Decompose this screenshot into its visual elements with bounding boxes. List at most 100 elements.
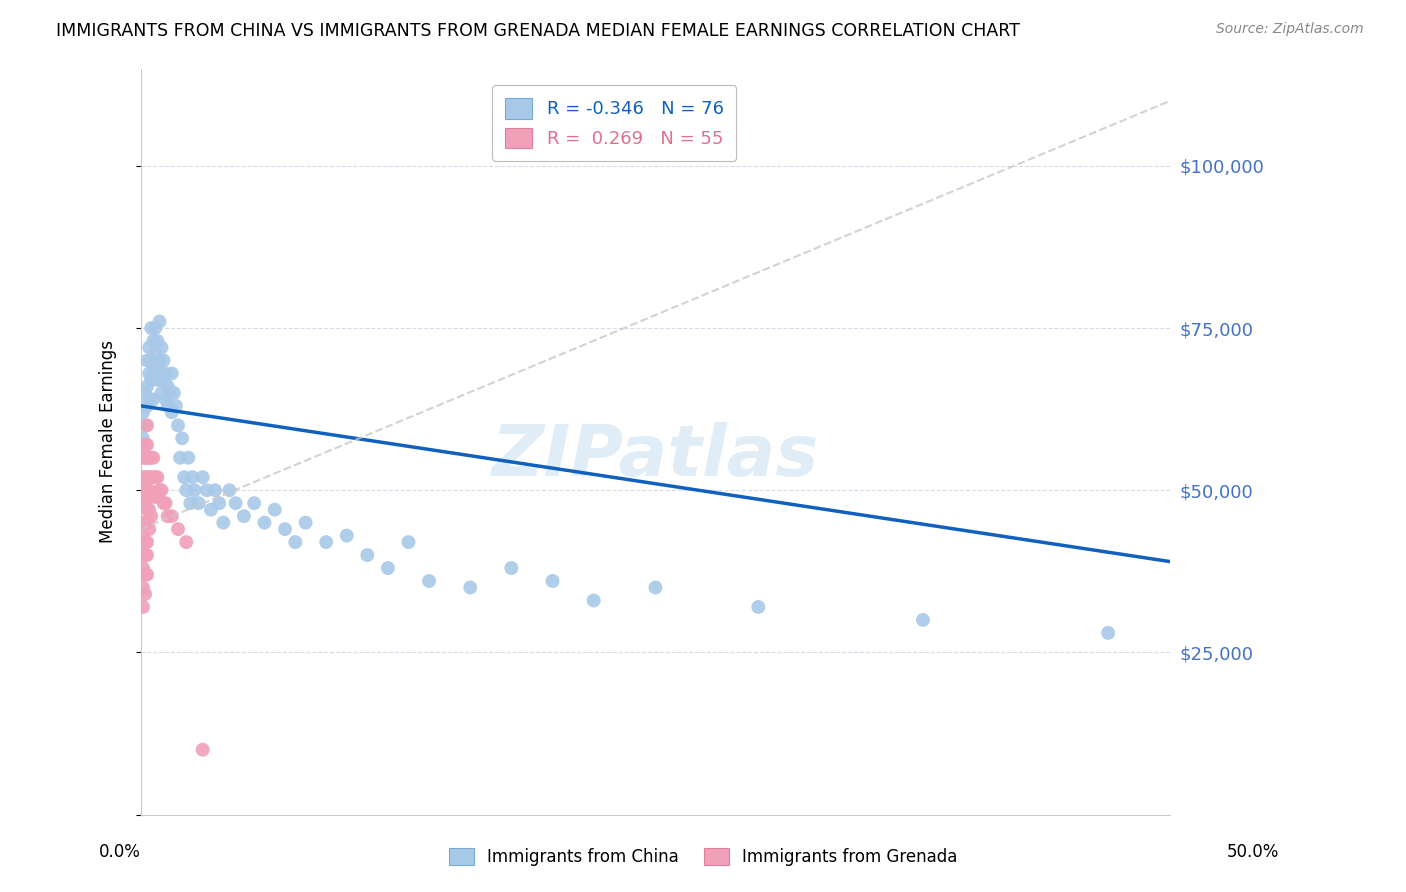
Point xyxy=(136,470,159,484)
Point xyxy=(160,367,183,381)
Point xyxy=(136,567,159,582)
Point xyxy=(232,509,254,524)
Point xyxy=(1097,626,1119,640)
Point xyxy=(152,353,174,368)
Point xyxy=(191,470,214,484)
Point xyxy=(274,522,297,536)
Point xyxy=(132,581,155,595)
Point xyxy=(132,561,155,575)
Point xyxy=(142,392,165,407)
Point xyxy=(582,593,605,607)
Point xyxy=(138,341,160,355)
Point xyxy=(212,516,235,530)
Point xyxy=(187,496,209,510)
Point xyxy=(150,341,173,355)
Text: IMMIGRANTS FROM CHINA VS IMMIGRANTS FROM GRENADA MEDIAN FEMALE EARNINGS CORRELAT: IMMIGRANTS FROM CHINA VS IMMIGRANTS FROM… xyxy=(56,22,1021,40)
Point xyxy=(146,470,169,484)
Point xyxy=(458,581,481,595)
Point xyxy=(150,483,173,498)
Point xyxy=(315,535,337,549)
Point xyxy=(208,496,231,510)
Point xyxy=(145,347,167,361)
Point xyxy=(142,470,165,484)
Y-axis label: Median Female Earnings: Median Female Earnings xyxy=(100,340,117,543)
Point xyxy=(134,567,156,582)
Point xyxy=(172,431,194,445)
Point xyxy=(134,496,156,510)
Point xyxy=(160,405,183,419)
Point xyxy=(134,535,156,549)
Point xyxy=(145,321,167,335)
Point xyxy=(132,516,155,530)
Point xyxy=(138,502,160,516)
Point xyxy=(132,548,155,562)
Point xyxy=(134,587,156,601)
Point xyxy=(141,373,163,387)
Point xyxy=(138,367,160,381)
Point xyxy=(155,496,177,510)
Point xyxy=(136,418,159,433)
Point xyxy=(174,535,197,549)
Point xyxy=(138,470,160,484)
Point xyxy=(134,483,156,498)
Point xyxy=(132,599,155,614)
Point xyxy=(152,373,174,387)
Point xyxy=(132,528,155,542)
Point xyxy=(179,496,201,510)
Legend: Immigrants from China, Immigrants from Grenada: Immigrants from China, Immigrants from G… xyxy=(440,840,966,875)
Point xyxy=(167,522,190,536)
Point xyxy=(134,548,156,562)
Point xyxy=(141,321,163,335)
Legend: R = -0.346   N = 76, R =  0.269   N = 55: R = -0.346 N = 76, R = 0.269 N = 55 xyxy=(492,85,737,161)
Point xyxy=(141,509,163,524)
Point xyxy=(145,470,167,484)
Point xyxy=(263,502,285,516)
Point xyxy=(356,548,378,562)
Point xyxy=(155,392,177,407)
Point xyxy=(136,548,159,562)
Point xyxy=(177,450,200,465)
Point xyxy=(145,359,167,374)
Point xyxy=(156,379,179,393)
Point xyxy=(169,450,191,465)
Point xyxy=(336,528,359,542)
Point xyxy=(243,496,266,510)
Point xyxy=(136,399,159,413)
Point xyxy=(142,367,165,381)
Point xyxy=(159,385,181,400)
Point xyxy=(136,450,159,465)
Point xyxy=(141,353,163,368)
Point xyxy=(132,496,155,510)
Point xyxy=(150,367,173,381)
Point xyxy=(200,502,222,516)
Point xyxy=(145,490,167,504)
Text: 0.0%: 0.0% xyxy=(98,843,141,861)
Point xyxy=(204,483,226,498)
Point xyxy=(138,392,160,407)
Point xyxy=(148,314,170,328)
Point xyxy=(152,496,174,510)
Point xyxy=(136,438,159,452)
Point xyxy=(253,516,276,530)
Point xyxy=(134,450,156,465)
Point xyxy=(136,379,159,393)
Point xyxy=(156,399,179,413)
Point xyxy=(141,470,163,484)
Point xyxy=(134,418,156,433)
Point xyxy=(142,450,165,465)
Point xyxy=(132,450,155,465)
Point xyxy=(160,509,183,524)
Point xyxy=(141,450,163,465)
Point xyxy=(163,385,186,400)
Point xyxy=(148,353,170,368)
Point xyxy=(134,385,156,400)
Point xyxy=(146,490,169,504)
Point xyxy=(142,334,165,348)
Point xyxy=(155,367,177,381)
Point xyxy=(138,450,160,465)
Point xyxy=(183,483,205,498)
Point xyxy=(136,483,159,498)
Point xyxy=(138,522,160,536)
Point xyxy=(142,490,165,504)
Point xyxy=(134,516,156,530)
